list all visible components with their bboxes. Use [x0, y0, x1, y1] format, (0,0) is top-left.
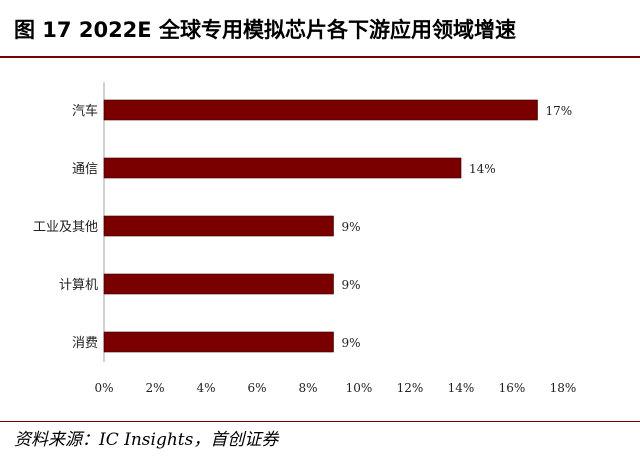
- x-tick-label: 10%: [346, 381, 373, 395]
- bar-4: [103, 273, 334, 295]
- source-note: 资料来源：IC Insights，首创证券: [14, 430, 279, 450]
- bar-2: [103, 157, 462, 179]
- bar-1: [103, 99, 538, 121]
- chart-title: 图 17 2022E 全球专用模拟芯片各下游应用领域增速: [14, 18, 516, 42]
- bar-5: [103, 331, 334, 353]
- x-tick-label: 6%: [247, 381, 266, 395]
- category-label: 汽车: [72, 103, 98, 119]
- x-tick-label: 0%: [94, 381, 113, 395]
- title-divider: [0, 56, 640, 58]
- category-label: 计算机: [59, 278, 98, 293]
- category-label: 工业及其他: [33, 220, 98, 235]
- x-tick-label: 4%: [196, 381, 215, 395]
- x-tick-label: 8%: [298, 381, 317, 395]
- bar-chart: 汽车 17% 通信 14% 工业及其他 9% 计算机 9% 消费 9% 0% 2% 4% 6% 8% 10% 1…: [33, 82, 577, 395]
- data-label: 17%: [546, 104, 573, 118]
- x-tick-label: 14%: [448, 381, 475, 395]
- data-label: 9%: [342, 336, 361, 350]
- category-label: 消费: [72, 336, 98, 351]
- bar-3: [103, 215, 334, 237]
- x-tick-label: 18%: [550, 381, 577, 395]
- data-label: 14%: [469, 162, 496, 176]
- data-label: 9%: [342, 278, 361, 292]
- x-tick-label: 2%: [145, 381, 164, 395]
- data-label: 9%: [342, 220, 361, 234]
- x-tick-label: 16%: [499, 381, 526, 395]
- x-tick-label: 12%: [397, 381, 424, 395]
- source-divider: [0, 421, 640, 422]
- category-label: 通信: [72, 162, 98, 177]
